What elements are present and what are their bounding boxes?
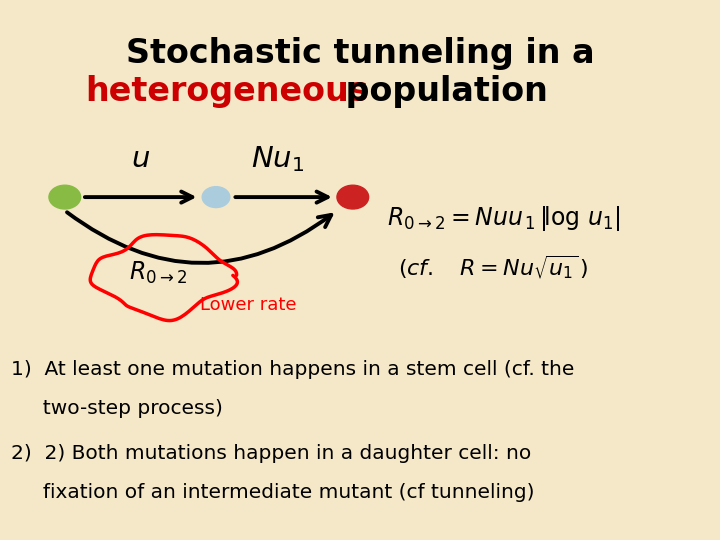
Text: $(\mathit{cf.}\quad R = Nu\sqrt{u_1}\,)$: $(\mathit{cf.}\quad R = Nu\sqrt{u_1}\,)$: [398, 253, 588, 281]
Text: $R_{0\rightarrow 2} = Nuu_{\,1}\,|\!\log\, u_1|$: $R_{0\rightarrow 2} = Nuu_{\,1}\,|\!\log…: [387, 204, 621, 233]
Circle shape: [49, 185, 81, 209]
Text: $\mathbf{\mathit{u}}$: $\mathbf{\mathit{u}}$: [131, 145, 150, 173]
Text: 1)  At least one mutation happens in a stem cell (cf. the: 1) At least one mutation happens in a st…: [11, 360, 574, 380]
Text: population: population: [333, 75, 548, 109]
Text: two-step process): two-step process): [11, 399, 222, 418]
Circle shape: [202, 187, 230, 207]
Text: Lower rate: Lower rate: [200, 296, 297, 314]
Text: fixation of an intermediate mutant (cf tunneling): fixation of an intermediate mutant (cf t…: [11, 483, 534, 502]
Text: Stochastic tunneling in a: Stochastic tunneling in a: [126, 37, 594, 71]
Text: $R_{0\rightarrow 2}$: $R_{0\rightarrow 2}$: [130, 260, 187, 286]
Text: heterogeneous: heterogeneous: [85, 75, 369, 109]
Text: $\mathit{Nu_1}$: $\mathit{Nu_1}$: [251, 144, 304, 174]
Text: 2)  2) Both mutations happen in a daughter cell: no: 2) 2) Both mutations happen in a daughte…: [11, 444, 531, 463]
Circle shape: [337, 185, 369, 209]
